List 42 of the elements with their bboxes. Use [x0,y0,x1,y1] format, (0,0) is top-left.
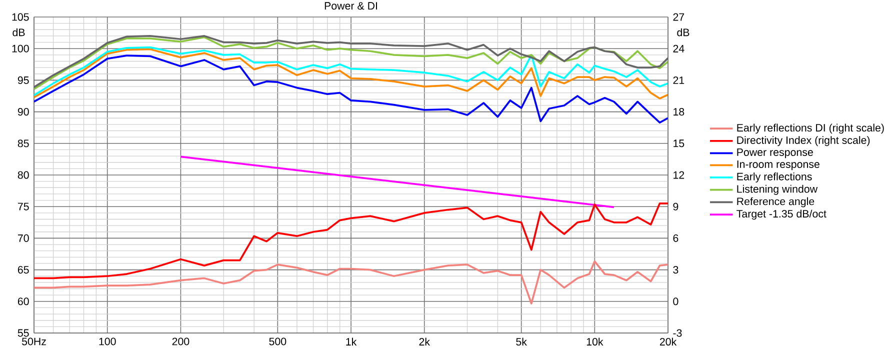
y-tick-label: 70 [18,234,29,242]
y-tick-label: 60 [18,298,29,306]
y2-tick-label: 12 [674,171,684,179]
x-tick-label: 200 [172,338,190,346]
y-tick-label: 85 [18,140,29,148]
legend-label: Early reflections DI (right scale) [737,124,884,134]
y-tick-label: 55 [18,329,29,337]
y-tick-label: 100 [12,44,29,52]
legend-label: Target -1.35 dB/oct [736,210,826,220]
y2-tick-label: 6 [673,234,678,242]
y2-tick-label: 15 [674,140,684,148]
y2-tick-label: 18 [674,108,684,116]
legend-label: In-room response [737,160,820,170]
x-tick-label: 1k [346,338,357,346]
y-tick-label: 90 [18,108,29,116]
x-tick-label: 50Hz [22,338,46,346]
legend-label: Reference angle [737,197,814,208]
y-tick-label: 65 [18,266,29,274]
y2-axis-title: dB [677,28,690,36]
legend-label: Directivity Index (right scale) [737,136,870,146]
x-tick-label: 20k [660,338,677,346]
y-axis-title: dB [12,28,25,36]
x-tick-label: 2k [419,338,430,346]
y2-tick-label: 9 [673,202,678,210]
x-tick-label: 5k [516,338,527,346]
y2-tick-label: 27 [673,13,684,21]
y-tick-label: 80 [18,171,29,179]
x-tick-label: 100 [99,338,116,346]
y2-tick-label: 24 [673,44,684,52]
legend-label: Power response [737,148,813,158]
legend-label: Listening window [737,184,818,195]
x-tick-label: 10k [586,338,604,346]
x-tick-label: 500 [269,338,286,346]
y-tick-label: 95 [18,76,29,84]
y2-tick-label: -3 [673,329,682,337]
y2-tick-label: 21 [673,76,684,84]
y2-tick-label: 0 [673,298,678,306]
y-tick-label: 75 [18,202,29,210]
y-tick-label: 105 [12,13,29,21]
legend-label: Early reflections [737,172,812,182]
chart-title: Power & DI [324,2,377,10]
y2-tick-label: 3 [673,266,678,274]
